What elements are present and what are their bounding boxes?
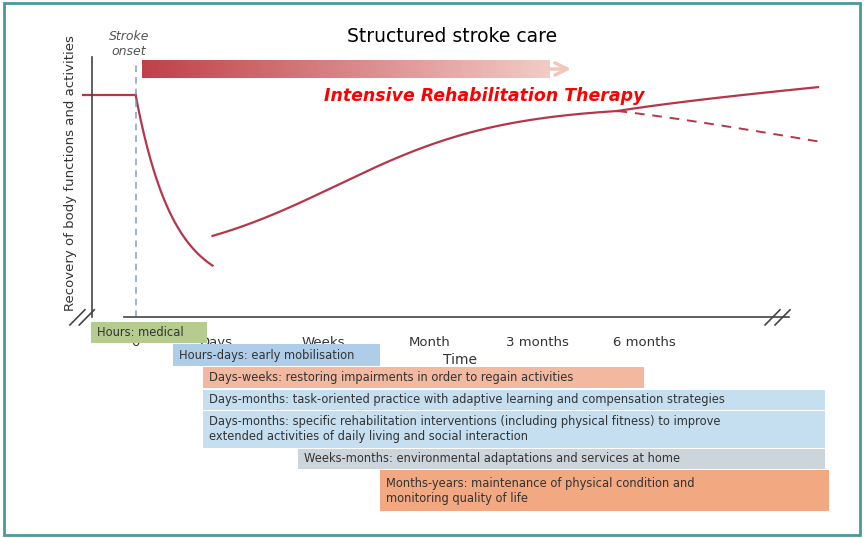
Text: Days-months: task-oriented practice with adaptive learning and compensation stra: Days-months: task-oriented practice with… [209, 393, 725, 406]
Text: Intensive Rehabilitation Therapy: Intensive Rehabilitation Therapy [324, 87, 645, 105]
Text: Structured stroke care: Structured stroke care [346, 27, 556, 46]
Text: Days-months: specific rehabilitation interventions (including physical fitness) : Days-months: specific rehabilitation int… [209, 415, 721, 443]
Y-axis label: Recovery of body functions and activities: Recovery of body functions and activitie… [64, 36, 77, 312]
Text: Hours-days: early mobilisation: Hours-days: early mobilisation [179, 349, 354, 362]
Text: Days-weeks: restoring impairments in order to regain activities: Days-weeks: restoring impairments in ord… [209, 371, 574, 384]
Text: Stroke
onset: Stroke onset [109, 30, 149, 58]
Text: Time: Time [443, 353, 477, 367]
Text: Hours: medical: Hours: medical [97, 326, 183, 339]
Text: Weeks-months: environmental adaptations and services at home: Weeks-months: environmental adaptations … [304, 452, 680, 465]
Text: Months-years: maintenance of physical condition and
monitoring quality of life: Months-years: maintenance of physical co… [386, 477, 695, 505]
